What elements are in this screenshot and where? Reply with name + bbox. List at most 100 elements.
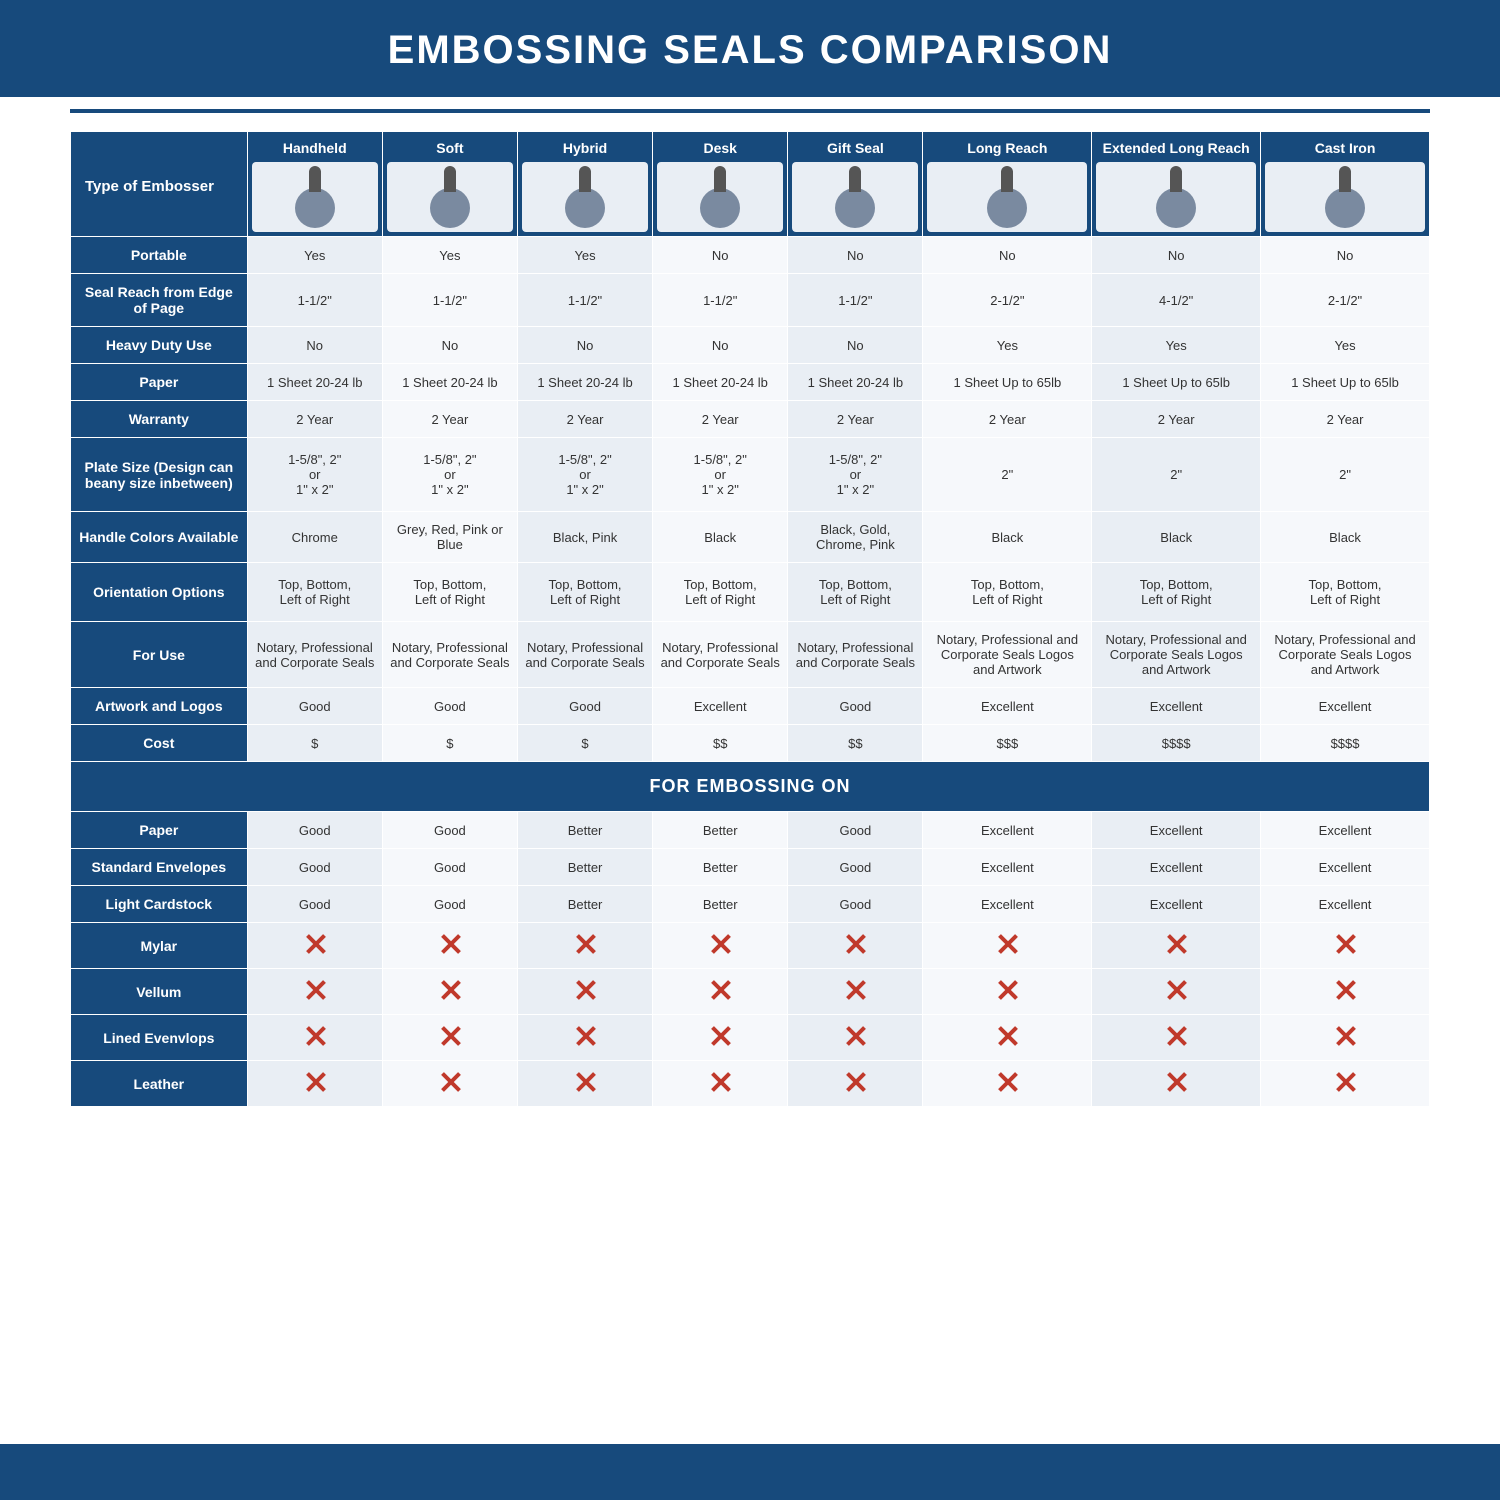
embosser-thumb-longreach [927,162,1087,232]
row-label: Paper [71,364,248,401]
embosser-thumb-giftseal [792,162,918,232]
no-icon [996,1071,1018,1093]
data-cell: 1 Sheet Up to 65lb [1092,364,1261,401]
data-cell [1092,1015,1261,1061]
data-cell: 1 Sheet 20-24 lb [517,364,652,401]
data-cell: 1-5/8", 2"or1" x 2" [247,438,382,512]
data-cell [382,923,517,969]
data-cell: 2 Year [653,401,788,438]
data-cell: 1-1/2" [788,274,923,327]
embosser-thumb-hybrid [522,162,648,232]
data-cell [788,923,923,969]
table-row: Light CardstockGoodGoodBetterBetterGoodE… [71,886,1430,923]
data-cell [517,923,652,969]
data-cell: Notary, Professional and Corporate Seals… [923,622,1092,688]
no-icon [304,1025,326,1047]
embosser-thumb-extlong [1096,162,1256,232]
no-icon [844,933,866,955]
data-cell: Excellent [1261,812,1430,849]
row-label: Cost [71,725,248,762]
no-icon [439,933,461,955]
data-cell: Good [517,688,652,725]
data-cell: 1 Sheet 20-24 lb [653,364,788,401]
data-cell: Excellent [923,812,1092,849]
data-cell [1092,923,1261,969]
no-icon [439,1071,461,1093]
row-label: Artwork and Logos [71,688,248,725]
data-cell: Yes [1092,327,1261,364]
data-cell: Better [517,886,652,923]
embosser-thumb-handheld [252,162,378,232]
data-cell [923,923,1092,969]
data-cell: No [653,327,788,364]
no-icon [709,933,731,955]
data-cell: Top, Bottom,Left of Right [382,563,517,622]
col-header-castiron: Cast Iron [1261,132,1430,237]
data-cell [653,1061,788,1107]
row-label: Orientation Options [71,563,248,622]
data-cell [1261,1061,1430,1107]
data-cell: $$$ [923,725,1092,762]
table-row: Warranty2 Year2 Year2 Year2 Year2 Year2 … [71,401,1430,438]
data-cell: Better [653,812,788,849]
data-cell: Top, Bottom,Left of Right [1092,563,1261,622]
no-icon [574,1025,596,1047]
data-cell: 1-1/2" [653,274,788,327]
col-title: Hybrid [522,140,648,162]
embosser-icon [1325,188,1365,228]
data-cell [517,1015,652,1061]
table-row: Heavy Duty UseNoNoNoNoNoYesYesYes [71,327,1430,364]
data-cell: Excellent [1092,812,1261,849]
no-icon [1334,1025,1356,1047]
section-divider: FOR EMBOSSING ON [71,762,1430,812]
col-header-giftseal: Gift Seal [788,132,923,237]
data-cell: 2 Year [923,401,1092,438]
data-cell [382,1015,517,1061]
table-row: Standard EnvelopesGoodGoodBetterBetterGo… [71,849,1430,886]
no-icon [709,1025,731,1047]
data-cell: 1 Sheet 20-24 lb [788,364,923,401]
data-cell: Excellent [1092,849,1261,886]
data-cell [1261,969,1430,1015]
col-header-desk: Desk [653,132,788,237]
data-cell: Better [653,849,788,886]
no-icon [1334,979,1356,1001]
data-cell: Good [788,812,923,849]
data-cell [382,969,517,1015]
data-cell [247,1061,382,1107]
row-label: Plate Size (Design can beany size inbetw… [71,438,248,512]
no-icon [304,933,326,955]
table-row: Seal Reach from Edge of Page1-1/2"1-1/2"… [71,274,1430,327]
table-row: Cost$$$$$$$$$$$$$$$$$$ [71,725,1430,762]
col-header-handheld: Handheld [247,132,382,237]
row-label: Warranty [71,401,248,438]
data-cell: Black [1261,512,1430,563]
data-cell: $$$$ [1092,725,1261,762]
data-cell: 2 Year [382,401,517,438]
table-row: Plate Size (Design can beany size inbetw… [71,438,1430,512]
table-row: Mylar [71,923,1430,969]
embosser-icon [987,188,1027,228]
row-label: Leather [71,1061,248,1107]
col-header-longreach: Long Reach [923,132,1092,237]
data-cell: Black, Gold, Chrome, Pink [788,512,923,563]
data-cell: No [517,327,652,364]
data-cell: No [382,327,517,364]
data-cell: $$$$ [1261,725,1430,762]
data-cell: Black, Pink [517,512,652,563]
data-cell: $$ [788,725,923,762]
data-cell: 2 Year [1261,401,1430,438]
data-cell: Top, Bottom,Left of Right [653,563,788,622]
data-cell: Good [382,812,517,849]
data-cell: 2" [923,438,1092,512]
data-cell: Top, Bottom,Left of Right [247,563,382,622]
data-cell: 2 Year [788,401,923,438]
data-cell [653,923,788,969]
data-cell [923,1015,1092,1061]
data-cell [1092,1061,1261,1107]
row-label: Paper [71,812,248,849]
data-cell: 1-1/2" [382,274,517,327]
no-icon [574,979,596,1001]
data-cell: Notary, Professional and Corporate Seals [788,622,923,688]
data-cell: 1-5/8", 2"or1" x 2" [517,438,652,512]
